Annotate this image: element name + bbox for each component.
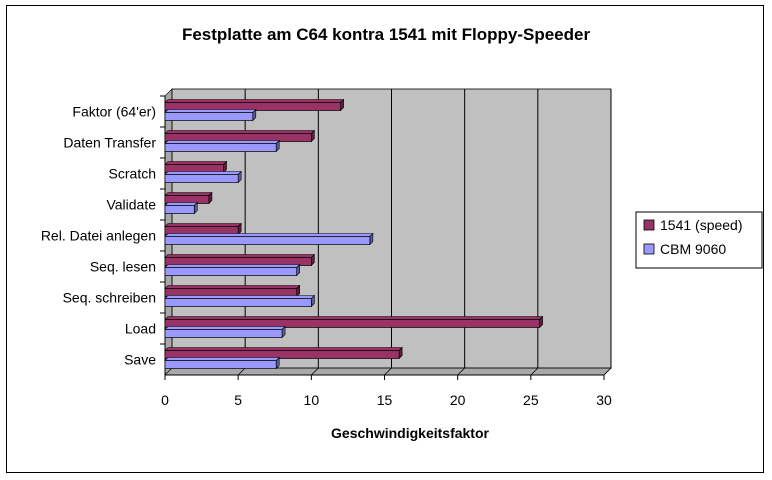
x-tick-label: 20 [450, 392, 466, 408]
bar-top-face [164, 254, 316, 258]
bar-front-face [164, 329, 283, 338]
x-tick-label: 15 [377, 392, 393, 408]
bar-front-face [164, 143, 277, 152]
bar-cbm-9060-faktor-64-er [164, 108, 257, 122]
bar-cbm-9060-rel-datei-anlegen [164, 232, 374, 246]
bar-cbm-9060-seq-lesen [164, 263, 301, 277]
bar-front-face [164, 350, 400, 359]
gridline-floor [311, 367, 319, 376]
bar-1541-speed-seq-schreiben [164, 284, 301, 298]
bar-top-face [164, 264, 301, 268]
bar-front-face [164, 267, 298, 276]
bar-1541-speed-save [164, 346, 403, 360]
bar-top-face [164, 140, 280, 144]
bar-front-face [164, 205, 195, 214]
bar-top-face [164, 285, 301, 289]
bar-top-face [164, 130, 316, 134]
legend-label-1541-speed: 1541 (speed) [660, 217, 743, 233]
y-tick-label-validate: Validate [106, 197, 156, 213]
bar-cbm-9060-daten-transfer [164, 139, 280, 153]
gridline-floor [603, 367, 612, 376]
bar-1541-speed-seq-lesen [164, 253, 316, 267]
x-tick-label: 10 [304, 392, 320, 408]
gridline-floor [457, 367, 465, 376]
y-tick-label-load: Load [125, 321, 156, 337]
bar-1541-speed-validate [164, 191, 213, 205]
bar-front-face [164, 236, 371, 245]
bar-front-face [164, 174, 239, 183]
bar-top-face [164, 326, 286, 330]
bar-cbm-9060-seq-schreiben [164, 294, 316, 308]
x-tick-label: 0 [161, 392, 169, 408]
y-tick-label-rel-datei-anlegen: Rel. Datei anlegen [41, 228, 156, 244]
y-tick-label-daten-transfer: Daten Transfer [63, 135, 156, 151]
bar-1541-speed-load [164, 315, 544, 329]
legend: 1541 (speed) CBM 9060 [635, 211, 763, 269]
bar-top-face [164, 99, 345, 103]
bar-top-face [164, 233, 374, 237]
legend-label-cbm-9060: CBM 9060 [660, 241, 726, 257]
bar-top-face [164, 316, 544, 320]
bar-top-face [164, 223, 242, 227]
bar-top-face [164, 295, 316, 299]
x-tick-label: 25 [523, 392, 539, 408]
gridline-floor [384, 367, 392, 376]
bar-front-face [164, 319, 540, 328]
bar-top-face [164, 171, 242, 175]
x-tick-label: 30 [596, 392, 612, 408]
bar-front-face [164, 112, 254, 121]
y-tick-label-faktor-64-er: Faktor (64'er) [72, 104, 156, 120]
y-tick-label-seq-schreiben: Seq. schreiben [63, 290, 156, 306]
legend-swatch-1541-speed [643, 219, 655, 231]
bar-top-face [164, 109, 257, 113]
bar-1541-speed-scratch [164, 160, 228, 174]
bar-top-face [164, 161, 228, 165]
bar-top-face [164, 347, 403, 351]
bar-cbm-9060-scratch [164, 170, 242, 184]
bar-1541-speed-daten-transfer [164, 129, 316, 143]
x-tick-label: 5 [234, 392, 242, 408]
bar-front-face [164, 298, 312, 307]
gridline-floor [237, 367, 246, 376]
bar-front-face [164, 360, 277, 369]
bar-1541-speed-faktor-64-er [164, 98, 345, 112]
y-tick-label-save: Save [124, 352, 156, 368]
legend-swatch-cbm-9060 [643, 243, 655, 255]
gridline-floor [530, 367, 539, 376]
x-axis-label: Geschwindigkeitsfaktor [331, 425, 489, 441]
bar-top-face [164, 202, 198, 206]
bar-top-face [164, 192, 213, 196]
bar-cbm-9060-load [164, 325, 286, 339]
bar-1541-speed-rel-datei-anlegen [164, 222, 242, 236]
chart-title: Festplatte am C64 kontra 1541 mit Floppy… [182, 25, 591, 44]
bar-top-face [164, 357, 280, 361]
bar-cbm-9060-validate [164, 201, 198, 215]
bar-cbm-9060-save [164, 356, 280, 370]
y-tick-label-scratch: Scratch [109, 166, 156, 182]
y-tick-label-seq-lesen: Seq. lesen [90, 259, 156, 275]
legend-box [635, 211, 763, 269]
